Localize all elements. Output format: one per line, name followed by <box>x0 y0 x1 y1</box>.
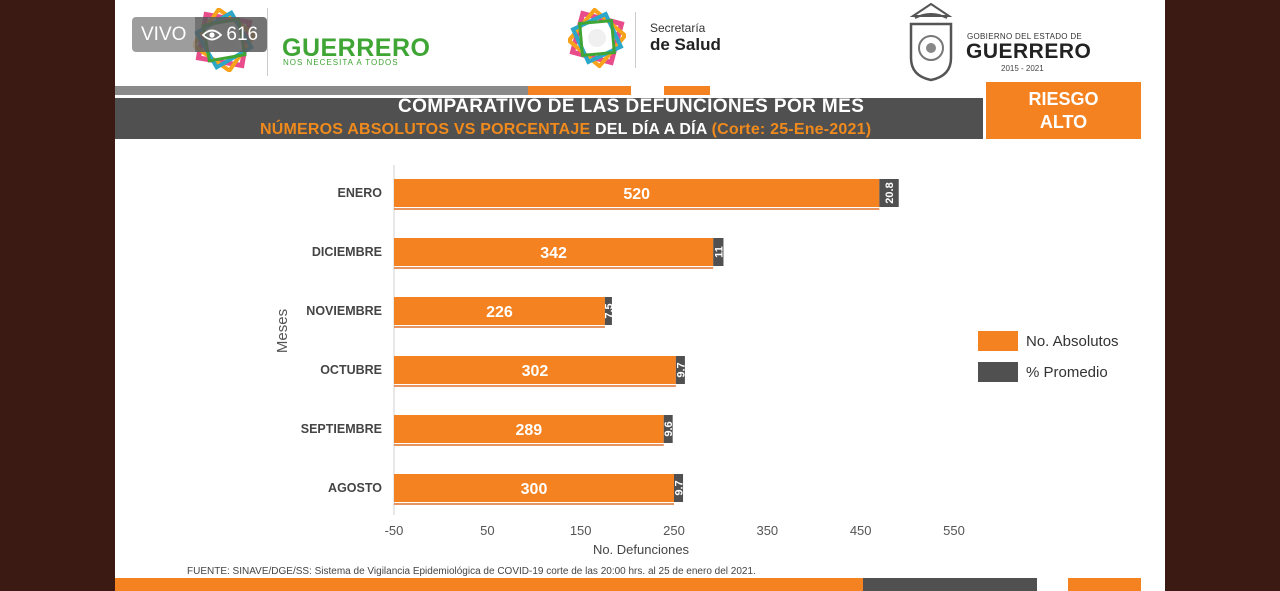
gobierno-logo: GOBIERNO DEL ESTADO DE GUERRERO 2015 - 2… <box>905 2 1105 84</box>
bar-absolute-underline <box>394 208 880 210</box>
category-label: DICIEMBRE <box>312 245 382 259</box>
header-stripe-orange-1 <box>528 86 631 95</box>
bar-absolute-label: 300 <box>521 481 548 498</box>
viewer-count: 616 <box>195 17 268 52</box>
bar-percent <box>713 238 724 266</box>
gobierno-years: 2015 - 2021 <box>1001 64 1044 73</box>
x-tick-label: 50 <box>480 523 494 538</box>
secretaria-line2: de Salud <box>650 35 721 54</box>
bar-absolute <box>394 297 605 325</box>
x-tick-label: 350 <box>756 523 778 538</box>
bar-absolute-underline <box>394 444 664 446</box>
x-tick-label: 150 <box>570 523 592 538</box>
subtitle-part1: NÚMEROS ABSOLUTOS VS PORCENTAJE <box>260 121 591 138</box>
x-tick-label: 550 <box>943 523 965 538</box>
bar-percent-label: 7.5 <box>603 303 615 318</box>
legend-absolute-label: No. Absolutos <box>1026 332 1119 350</box>
risk-badge-line1: RIESGO <box>1028 88 1099 109</box>
legend-percent-label: % Promedio <box>1026 363 1108 381</box>
bar-absolute-label: 342 <box>540 245 567 262</box>
risk-badge-line2: ALTO <box>1039 111 1088 132</box>
legend-percent-swatch <box>978 362 1018 382</box>
footer-stripe-gray <box>863 578 1037 591</box>
bar-percent <box>674 474 684 502</box>
bar-percent-label: 9.6 <box>663 421 675 436</box>
guerrero-logo-tagline: NOS NECESITA A TODOS <box>283 58 399 67</box>
bar-absolute-label: 289 <box>516 422 543 439</box>
chart-subtitle: NÚMEROS ABSOLUTOS VS PORCENTAJE DEL DÍA … <box>260 121 871 139</box>
bar-absolute <box>394 415 664 443</box>
bar-percent <box>879 179 899 207</box>
bar-absolute-underline <box>394 503 674 505</box>
legend-absolute-swatch <box>978 331 1018 351</box>
legend-percent: % Promedio <box>978 362 1108 382</box>
x-tick-label: -50 <box>385 523 404 538</box>
bar-chart: -50 50 150 250 350 450 550 ENERO DICIEMBRE NOVIEM… <box>274 165 965 557</box>
risk-badge: RIESGO ALTO <box>986 82 1141 139</box>
bar-percent-label: 20.8 <box>884 182 896 203</box>
subtitle-part2: DEL DÍA A DÍA <box>590 121 712 138</box>
header-stripe-orange-2 <box>664 86 710 95</box>
bar-absolute-label: 302 <box>522 363 549 380</box>
x-tick-label: 250 <box>663 523 685 538</box>
title-bar <box>115 98 983 139</box>
legend-absolute: No. Absolutos <box>978 331 1119 351</box>
bar-absolute-underline <box>394 267 714 269</box>
bar-absolute-underline <box>394 385 676 387</box>
bar-absolute <box>394 474 674 502</box>
source-note: FUENTE: SINAVE/DGE/SS: Sistema de Vigila… <box>187 566 756 577</box>
bar-absolute-label: 520 <box>623 186 650 203</box>
x-axis-label: No. Defunciones <box>593 542 690 557</box>
eye-icon <box>202 29 223 40</box>
bar-absolute <box>394 356 676 384</box>
bar-percent-label: 11 <box>713 246 725 258</box>
chart-title: COMPARATIVO DE LAS DEFUNCIONES POR MES <box>398 96 865 117</box>
category-label: NOVIEMBRE <box>306 304 382 318</box>
slide: GUERRERO NOS NECESITA A TODOS Secretaría… <box>115 0 1165 591</box>
bar-percent <box>675 356 685 384</box>
coat-of-arms-icon <box>909 2 953 82</box>
gobierno-line1: GOBIERNO DEL ESTADO DE <box>967 32 1083 41</box>
header-stripe-gray <box>115 86 528 95</box>
bar-absolute-label: 226 <box>486 304 513 321</box>
gobierno-line2: GUERRERO <box>966 40 1092 63</box>
x-tick-label: 450 <box>850 523 872 538</box>
y-axis-label: Meses <box>274 309 291 353</box>
category-label: AGOSTO <box>328 481 382 495</box>
bar-absolute-underline <box>394 326 605 328</box>
bar-percent <box>604 297 612 325</box>
category-label: OCTUBRE <box>320 363 382 377</box>
bar-percent <box>663 415 673 443</box>
bar-absolute <box>394 179 880 207</box>
secretaria-salud-logo: Secretaría de Salud <box>568 8 738 70</box>
guerrero-logo-name: GUERRERO <box>282 34 431 62</box>
footer-stripe-orange-2 <box>1068 578 1141 591</box>
bar-absolute <box>394 238 714 266</box>
bar-percent-label: 9.7 <box>674 480 686 495</box>
category-label: SEPTIEMBRE <box>301 422 382 436</box>
secretaria-line1: Secretaría <box>650 21 706 35</box>
salud-emblem-icon <box>568 8 626 68</box>
live-label: VIVO <box>132 17 196 52</box>
bar-percent-label: 9.7 <box>675 362 687 377</box>
live-badge: VIVO 616 <box>132 17 268 52</box>
footer-stripe-orange <box>115 578 863 591</box>
viewer-count-value: 616 <box>226 24 259 45</box>
category-label: ENERO <box>338 186 383 200</box>
subtitle-part3: (Corte: 25-Ene-2021) <box>711 121 872 138</box>
